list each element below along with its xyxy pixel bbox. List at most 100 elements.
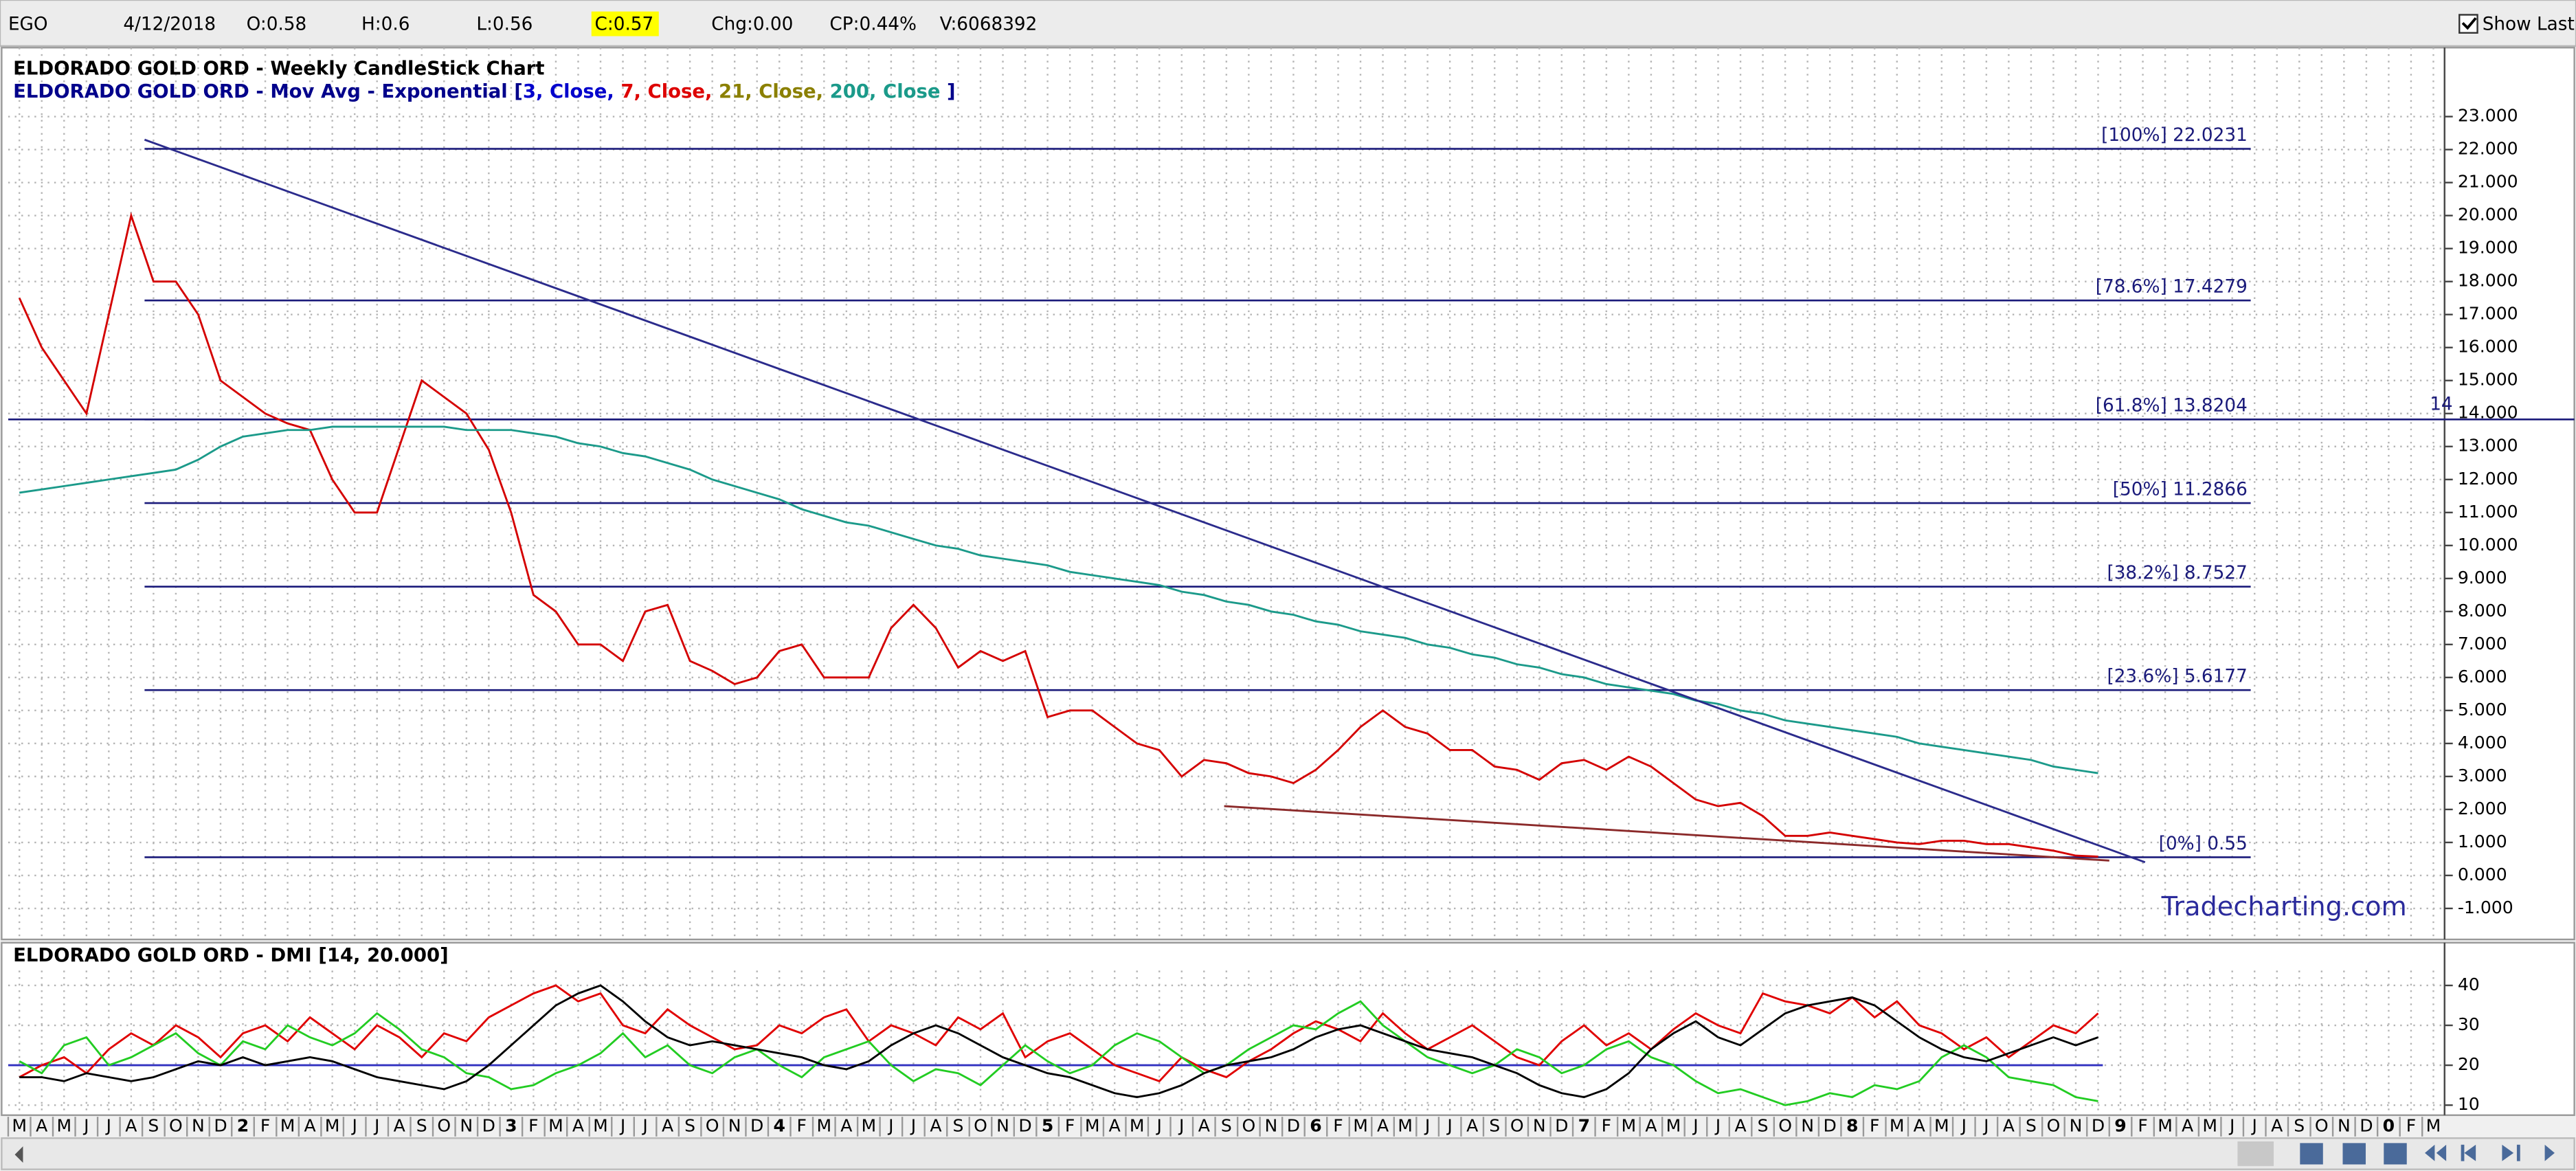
- x-tick-label: S: [416, 1115, 427, 1135]
- y-tick-label: 2.000: [2458, 799, 2507, 818]
- tool-button[interactable]: [2425, 1144, 2447, 1161]
- tool-button[interactable]: [2461, 1144, 2476, 1161]
- x-tick-label: J: [1982, 1115, 1989, 1135]
- y-tick-label: 3.000: [2458, 766, 2507, 785]
- x-tick-label: J: [619, 1115, 625, 1135]
- y-tick-label: 4.000: [2458, 733, 2507, 752]
- tool-button[interactable]: [2300, 1143, 2323, 1165]
- x-tick-label: M: [280, 1115, 295, 1135]
- y-tick-label: 11.000: [2458, 502, 2518, 522]
- price-chart: 23.000 22.000 21.000 20.000 19.000 18.000 17.0…: [8, 47, 2575, 938]
- x-tick-label: D: [2092, 1115, 2105, 1135]
- fib-label: [50%] 11.2866: [2113, 479, 2248, 500]
- subtitle-part: 3, Close,: [523, 80, 614, 102]
- x-tick-label: A: [2271, 1115, 2283, 1135]
- y-tick-label: 40: [2458, 974, 2480, 994]
- x-tick-label: D: [2360, 1115, 2373, 1135]
- x-tick-label: F: [1870, 1115, 1879, 1135]
- fib-label: [38.2%] 8.7527: [2107, 563, 2247, 583]
- fib-label: [23.6%] 5.6177: [2107, 667, 2247, 687]
- x-tick-label: M: [1890, 1115, 1905, 1135]
- show-last-label[interactable]: Show Last: [2483, 14, 2575, 34]
- symbol: EGO: [8, 14, 48, 34]
- x-tick-label: A: [1645, 1115, 1657, 1135]
- x-tick-label: J: [1424, 1115, 1430, 1135]
- scroll-left[interactable]: [14, 1146, 23, 1163]
- x-tick-label: A: [840, 1115, 852, 1135]
- x-tick-label: F: [2406, 1115, 2416, 1135]
- x-tick-label: M: [12, 1115, 27, 1135]
- subtitle-part: 7, Close,: [620, 80, 712, 102]
- x-tick-label: S: [1489, 1115, 1500, 1135]
- x-tick-label: D: [1555, 1115, 1568, 1135]
- header-bar: [0, 0, 2576, 47]
- x-tick-label: M: [593, 1115, 608, 1135]
- x-tick-label: A: [2182, 1115, 2193, 1135]
- x-tick-label: F: [797, 1115, 807, 1135]
- x-tick-label: F: [1602, 1115, 1611, 1135]
- x-tick-label: A: [1198, 1115, 1210, 1135]
- x-tick-label: M: [816, 1115, 831, 1135]
- y-tick-label: 13.000: [2458, 436, 2518, 456]
- x-tick-label: J: [1692, 1115, 1698, 1135]
- x-tick-label: O: [2315, 1115, 2329, 1135]
- x-tick-label: M: [862, 1115, 877, 1135]
- trend-line: [1224, 805, 2109, 862]
- x-tick-label: A: [1914, 1115, 1925, 1135]
- scrollbar[interactable]: [1, 1137, 2575, 1170]
- y-tick-label: 20: [2458, 1054, 2480, 1074]
- x-tick-label: 6: [1310, 1115, 1321, 1135]
- low: L:0.56: [476, 14, 533, 34]
- fib-label: [78.6%] 17.4279: [2096, 277, 2248, 298]
- x-tick-label: S: [1221, 1115, 1232, 1135]
- y-tick-label: 22.000: [2458, 139, 2518, 159]
- x-tick-label: J: [373, 1115, 379, 1135]
- y-tick-label: 5.000: [2458, 700, 2507, 720]
- x-tick-label: D: [214, 1115, 227, 1135]
- x-tick-label: N: [1265, 1115, 1278, 1135]
- check-mark: [2461, 17, 2477, 30]
- subtitle-part: ELDORADO GOLD ORD - Mov Avg - Exponentia…: [13, 80, 523, 102]
- chart-subtitle: ELDORADO GOLD ORD - Mov Avg - Exponentia…: [13, 80, 955, 102]
- x-tick-label: O: [706, 1115, 719, 1135]
- date: 4/12/2018: [123, 14, 216, 34]
- x-tick-label: D: [482, 1115, 495, 1135]
- y-tick-label: 18.000: [2458, 271, 2518, 291]
- x-tick-label: A: [1466, 1115, 1478, 1135]
- x-tick-label: O: [974, 1115, 987, 1135]
- x-tick-label: S: [148, 1115, 159, 1135]
- fib-label: [100%] 22.0231: [2101, 125, 2248, 146]
- tool-button[interactable]: [2384, 1143, 2407, 1165]
- tool-button[interactable]: [2544, 1144, 2555, 1161]
- x-tick-label: F: [528, 1115, 538, 1135]
- x-tick-label: S: [953, 1115, 964, 1135]
- x-tick-label: M: [1934, 1115, 1949, 1135]
- x-tick-label: M: [2426, 1115, 2441, 1135]
- change: Chg:0.00: [711, 14, 793, 34]
- open: O:0.58: [247, 14, 307, 34]
- scroll-thumb[interactable]: [2237, 1141, 2274, 1166]
- x-tick-label: O: [437, 1115, 451, 1135]
- fib-label: [0%] 0.55: [2159, 834, 2248, 854]
- dmi-chart: 10 20 30 40: [8, 970, 2480, 1115]
- x-tick-label: M: [2202, 1115, 2217, 1135]
- y-tick-label: 0.000: [2458, 865, 2507, 884]
- dmi-title: ELDORADO GOLD ORD - DMI [14, 20.000]: [13, 944, 449, 966]
- series-line: [18, 212, 2098, 858]
- x-tick-label: M: [325, 1115, 340, 1135]
- x-tick-label: S: [684, 1115, 695, 1135]
- y-tick-label: 1.000: [2458, 832, 2507, 851]
- tool-button[interactable]: [2342, 1143, 2366, 1165]
- close-highlight: [591, 11, 659, 36]
- tool-button[interactable]: [2502, 1144, 2520, 1161]
- x-tick-label: O: [2047, 1115, 2061, 1135]
- x-tick-label: M: [1666, 1115, 1681, 1135]
- y-tick-label: 12.000: [2458, 469, 2518, 489]
- x-tick-label: O: [1242, 1115, 1255, 1135]
- x-tick-label: A: [304, 1115, 316, 1135]
- x-tick-label: J: [1156, 1115, 1162, 1135]
- x-tick-label: D: [1287, 1115, 1300, 1135]
- series-line: [19, 984, 2099, 1082]
- y-tick-label: 8.000: [2458, 601, 2507, 621]
